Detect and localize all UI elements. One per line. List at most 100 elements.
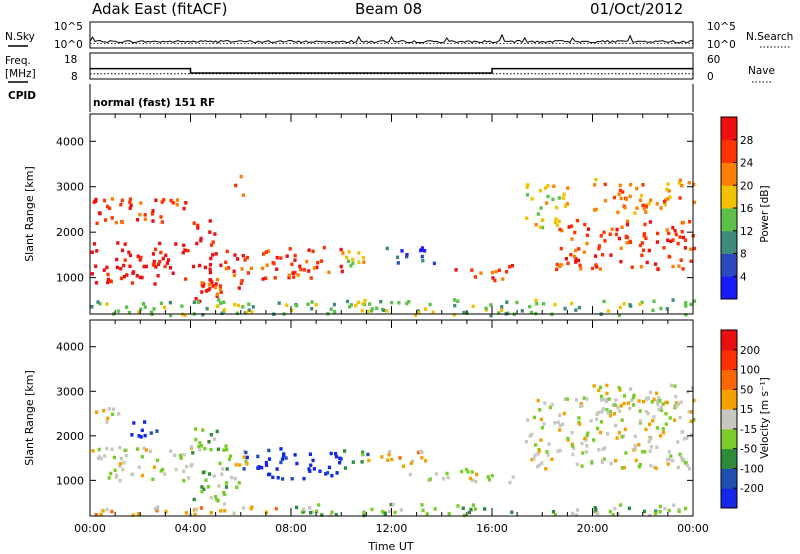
heatmap-cell bbox=[600, 398, 604, 402]
heatmap-cell bbox=[526, 183, 530, 187]
heatmap-cell bbox=[643, 450, 647, 454]
heatmap-cell bbox=[508, 265, 512, 269]
heatmap-cell bbox=[312, 467, 316, 471]
heatmap-cell bbox=[543, 401, 547, 405]
heatmap-cell bbox=[551, 509, 556, 514]
heatmap-cell bbox=[578, 404, 582, 408]
heatmap-cell bbox=[320, 513, 324, 517]
heatmap-cell bbox=[157, 262, 161, 267]
heatmap-cell bbox=[340, 269, 344, 274]
heatmap-cell bbox=[293, 258, 297, 262]
heatmap-cell bbox=[560, 228, 564, 233]
freq-label-2: [MHz] bbox=[5, 68, 36, 80]
heatmap-cell bbox=[349, 303, 353, 307]
heatmap-cell bbox=[249, 266, 253, 271]
heatmap-cell bbox=[533, 453, 537, 458]
colorbar-segment bbox=[721, 330, 737, 351]
heatmap-cell bbox=[530, 197, 534, 201]
heatmap-cell bbox=[678, 196, 682, 200]
heatmap-cell bbox=[583, 222, 587, 227]
heatmap-cell bbox=[222, 448, 226, 452]
heatmap-cell bbox=[400, 249, 404, 253]
heatmap-cell bbox=[211, 240, 215, 244]
heatmap-cell bbox=[361, 452, 365, 457]
heatmap-cell bbox=[123, 242, 127, 246]
y-tick-label: 3000 bbox=[56, 181, 84, 194]
heatmap-cell bbox=[241, 193, 245, 197]
heatmap-cell bbox=[140, 275, 144, 280]
heatmap-cell bbox=[641, 183, 645, 187]
heatmap-cell bbox=[233, 253, 237, 257]
heatmap-cell bbox=[606, 410, 610, 415]
heatmap-cell bbox=[431, 310, 435, 314]
heatmap-cell bbox=[242, 467, 246, 471]
heatmap-cell bbox=[139, 255, 143, 260]
heatmap-cell bbox=[667, 450, 671, 454]
heatmap-cell bbox=[674, 394, 678, 399]
heatmap-cell bbox=[620, 418, 624, 422]
heatmap-cell bbox=[184, 464, 189, 469]
heatmap-cell bbox=[116, 241, 120, 245]
heatmap-cell bbox=[634, 458, 638, 463]
heatmap-cell bbox=[183, 313, 187, 318]
heatmap-cell bbox=[240, 279, 244, 283]
heatmap-cell bbox=[148, 449, 153, 454]
heatmap-cell bbox=[302, 476, 306, 481]
heatmap-cell bbox=[164, 253, 168, 258]
heatmap-cell bbox=[618, 503, 623, 507]
heatmap-cell bbox=[120, 220, 124, 225]
heatmap-cell bbox=[423, 249, 427, 253]
heatmap-cell bbox=[416, 450, 421, 455]
heatmap-cell bbox=[572, 446, 576, 451]
heatmap-cell bbox=[593, 506, 597, 510]
heatmap-cell bbox=[399, 508, 403, 512]
heatmap-cell bbox=[542, 422, 546, 426]
heatmap-cell bbox=[198, 263, 202, 268]
heatmap-cell bbox=[256, 454, 260, 459]
y-tick-label: 3000 bbox=[56, 385, 84, 398]
heatmap-cell bbox=[526, 418, 530, 422]
heatmap-cell bbox=[113, 468, 117, 472]
heatmap-cell bbox=[648, 390, 653, 395]
heatmap-cell bbox=[571, 444, 575, 448]
heatmap-cell bbox=[692, 398, 696, 403]
heatmap-cell bbox=[563, 306, 567, 311]
colorbar-tick-label: 28 bbox=[740, 135, 753, 147]
heatmap-cell bbox=[525, 216, 529, 220]
heatmap-cell bbox=[311, 458, 315, 463]
colorbar-segment bbox=[721, 276, 737, 300]
heatmap-cell bbox=[616, 405, 620, 410]
heatmap-cell bbox=[106, 416, 110, 421]
nave-label: Nave bbox=[748, 65, 775, 77]
power-panel bbox=[89, 113, 694, 315]
heatmap-cell bbox=[143, 213, 147, 217]
heatmap-cell bbox=[671, 264, 675, 269]
heatmap-cell bbox=[94, 197, 98, 202]
heatmap-cell bbox=[471, 304, 475, 309]
heatmap-cell bbox=[638, 302, 642, 306]
heatmap-cell bbox=[589, 418, 593, 423]
heatmap-cell bbox=[574, 308, 578, 312]
heatmap-cell bbox=[497, 311, 501, 315]
heatmap-cell bbox=[309, 276, 313, 280]
heatmap-cell bbox=[299, 267, 303, 272]
heatmap-cell bbox=[110, 447, 114, 452]
noise-panel bbox=[89, 21, 694, 49]
heatmap-cell bbox=[290, 262, 294, 267]
heatmap-cell bbox=[669, 239, 673, 244]
heatmap-cell bbox=[273, 276, 277, 280]
heatmap-cell bbox=[583, 436, 587, 441]
heatmap-cell bbox=[670, 383, 674, 388]
heatmap-cell bbox=[575, 508, 580, 512]
heatmap-cell bbox=[267, 448, 271, 453]
heatmap-cell bbox=[625, 241, 629, 245]
heatmap-cell bbox=[225, 467, 229, 471]
heatmap-cell bbox=[187, 476, 191, 480]
heatmap-cell bbox=[628, 194, 632, 199]
heatmap-cell bbox=[666, 197, 670, 201]
heatmap-cell bbox=[308, 469, 312, 473]
colorbar-segment bbox=[721, 389, 737, 410]
heatmap-cell bbox=[471, 478, 475, 482]
heatmap-cell bbox=[612, 195, 617, 200]
heatmap-cell bbox=[623, 427, 627, 432]
